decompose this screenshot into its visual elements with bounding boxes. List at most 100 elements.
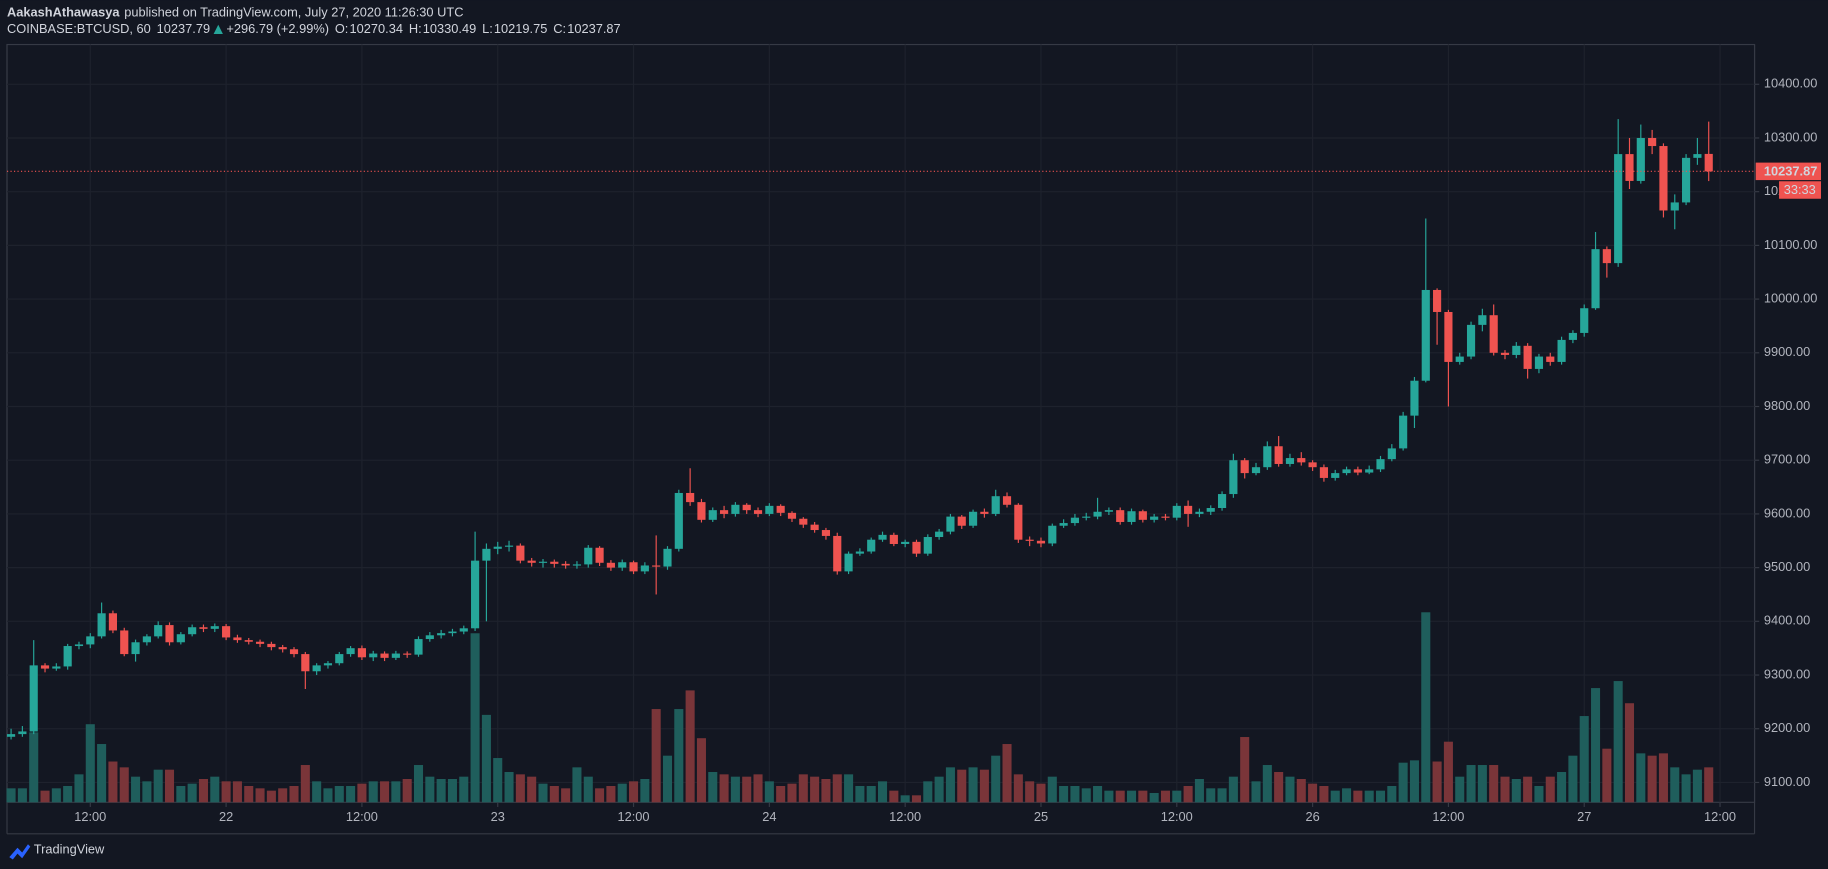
candle-body — [1285, 458, 1295, 464]
volume-bar — [911, 795, 922, 803]
candle-body — [1444, 311, 1453, 362]
candle-body — [1410, 380, 1419, 416]
candle-body — [1625, 154, 1634, 181]
candle-body — [97, 613, 106, 637]
candle-body — [1602, 249, 1611, 264]
volume-bar — [108, 761, 118, 803]
candle-body — [255, 641, 265, 644]
volume-bar — [742, 776, 752, 803]
candle-body — [1184, 505, 1193, 514]
volume-bar — [300, 765, 310, 803]
volume-bar — [1692, 769, 1702, 803]
volume-bar — [17, 788, 27, 803]
candle-body — [176, 634, 185, 643]
candle-body — [1466, 324, 1476, 357]
volume-bar — [719, 774, 729, 803]
volume-bar — [1534, 785, 1544, 803]
volume-bar — [164, 769, 175, 803]
candle-body — [1512, 345, 1521, 355]
volume-bar — [255, 788, 265, 803]
volume-bar — [1149, 792, 1159, 803]
candle-body — [301, 654, 310, 672]
volume-bar — [493, 758, 503, 803]
volume-bar — [753, 774, 763, 803]
volume-bar — [832, 774, 842, 803]
candle-body — [504, 545, 514, 547]
candles — [6, 119, 1713, 740]
volume-bar — [1658, 753, 1668, 803]
y-tick-label: 10100.00 — [1764, 237, 1817, 252]
candle-body — [1523, 345, 1532, 369]
brand-name: TradingView — [34, 842, 105, 857]
candle-body — [618, 562, 627, 568]
candle-body — [1568, 332, 1577, 340]
header: AakashAthawasya published on TradingView… — [7, 4, 463, 19]
candle-body — [561, 563, 570, 566]
volume-bar — [312, 781, 322, 803]
volume-bar — [210, 776, 220, 803]
y-tick-label: 10000.00 — [1764, 290, 1817, 305]
candle-body — [459, 628, 468, 632]
symbol: COINBASE:BTCUSD, 60 — [7, 21, 151, 36]
volume-bar — [278, 788, 288, 803]
candle-body — [606, 562, 615, 568]
candle-body — [1331, 473, 1340, 478]
candle-body — [1353, 469, 1362, 473]
y-tick-label: 9700.00 — [1764, 452, 1810, 467]
volume-bar — [776, 785, 786, 803]
volume-bar — [1489, 765, 1499, 803]
candle-body — [855, 551, 864, 554]
candle-body — [550, 561, 559, 564]
volume-bar — [696, 738, 706, 803]
volume-bar — [595, 788, 605, 803]
candle-body — [437, 633, 446, 636]
volume-bar — [1070, 785, 1080, 803]
candle-body — [516, 545, 525, 561]
candle-body — [1433, 289, 1442, 312]
candle-body — [1421, 289, 1430, 381]
candle-body — [335, 654, 344, 664]
volume-bar — [459, 776, 469, 803]
candle-body — [991, 496, 1000, 514]
candle-body — [40, 665, 50, 669]
candle-body — [1002, 496, 1012, 505]
candle-body — [233, 637, 242, 641]
y-tick-label: 9600.00 — [1764, 505, 1810, 520]
volume-bar — [266, 790, 276, 803]
volume-bar — [866, 785, 876, 803]
last-price: 10237.79 — [157, 21, 210, 36]
volume-bar — [131, 776, 141, 803]
candle-body — [244, 640, 253, 642]
price-label: 10237.87 — [1764, 163, 1817, 178]
candle-body — [731, 504, 740, 514]
candle-body — [742, 504, 751, 511]
volume-bar — [1172, 790, 1182, 803]
volume-bar — [1387, 785, 1397, 803]
candle-body — [1082, 516, 1091, 518]
candle-body — [833, 535, 842, 572]
volume-bar — [968, 767, 978, 803]
candle-body — [267, 643, 276, 648]
volume-bar — [187, 783, 197, 803]
volume-bar — [1602, 748, 1612, 803]
volume-bar — [1624, 703, 1635, 803]
volume-bar — [232, 781, 242, 803]
volume-bar — [368, 781, 378, 803]
candle-body — [1614, 154, 1623, 264]
countdown: 33:33 — [1784, 182, 1816, 197]
volume-bar — [1330, 790, 1340, 803]
candle-body — [1104, 510, 1113, 512]
candle-body — [663, 548, 672, 567]
candle-body — [674, 492, 683, 549]
candle-body — [538, 561, 548, 563]
countdown-box — [1779, 181, 1822, 199]
volume-bar — [1364, 790, 1374, 803]
candle-body — [1546, 356, 1555, 362]
candle-body — [1297, 458, 1306, 463]
candle-body — [142, 636, 151, 643]
volume-bar — [1081, 788, 1091, 803]
volume-bar — [1523, 776, 1533, 803]
candle-body — [154, 625, 163, 637]
candle-body — [1591, 249, 1600, 309]
